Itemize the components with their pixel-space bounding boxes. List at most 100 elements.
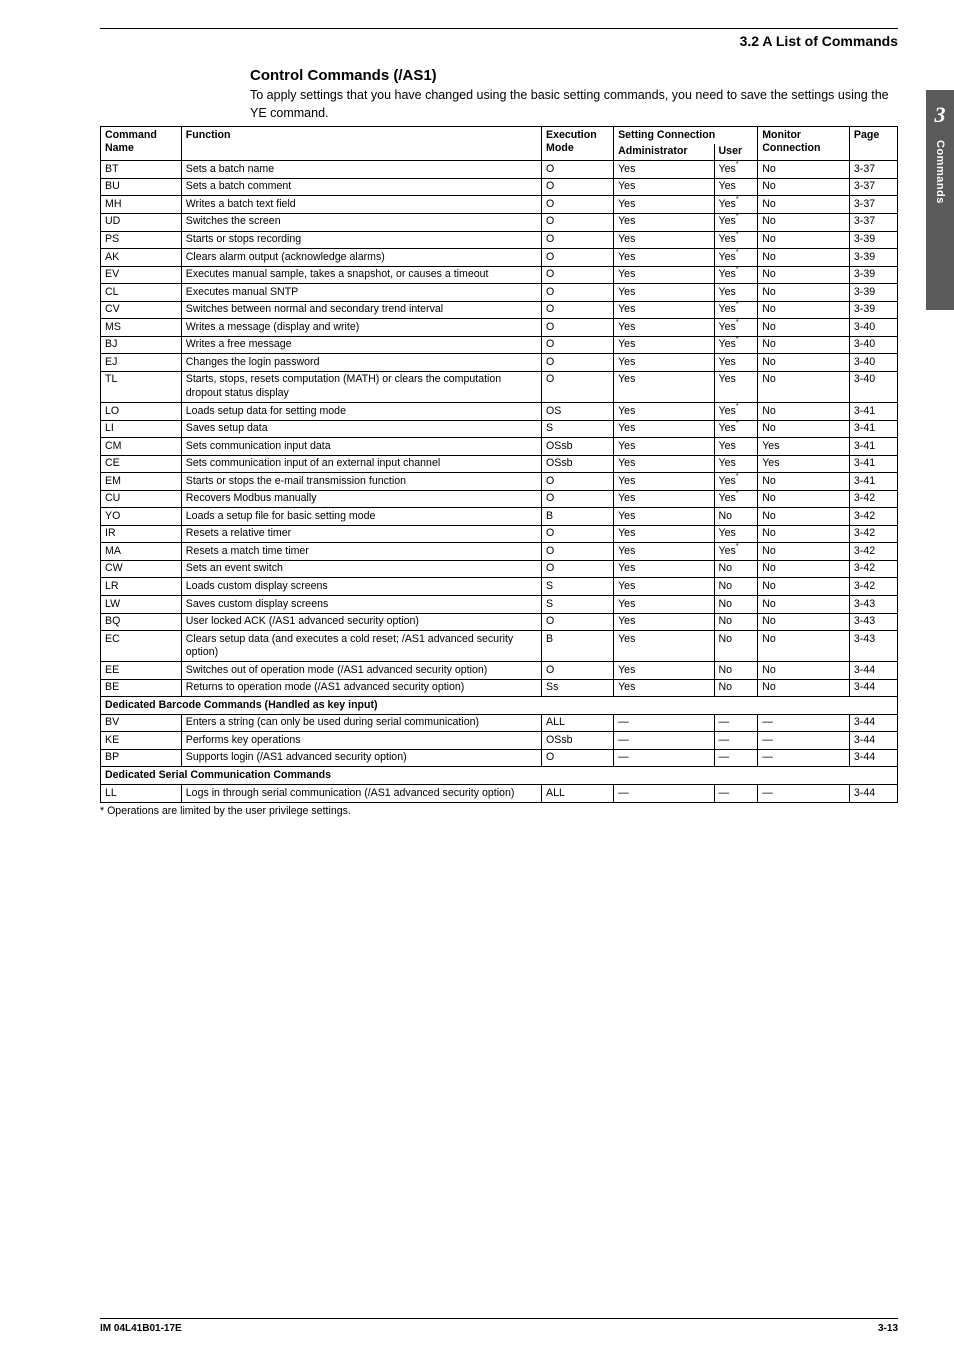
table-row: MSWrites a message (display and write)OY… [101, 319, 898, 337]
table-cell: 3-42 [849, 508, 897, 526]
table-cell: Loads setup data for setting mode [181, 403, 541, 421]
table-cell: No [758, 231, 850, 249]
table-cell: Writes a batch text field [181, 196, 541, 214]
table-cell: Yes [614, 403, 714, 421]
table-cell: ALL [542, 785, 614, 803]
table-cell: LW [101, 596, 182, 614]
th-function: Function [181, 127, 541, 161]
table-cell: O [542, 336, 614, 354]
table-cell: Sets communication input data [181, 438, 541, 456]
intro-text: To apply settings that you have changed … [250, 86, 898, 122]
table-cell: Ss [542, 679, 614, 697]
table-cell: Yes [614, 508, 714, 526]
table-cell: Supports login (/AS1 advanced security o… [181, 749, 541, 767]
th-exec-mode: Execution Mode [542, 127, 614, 161]
table-cell: 3-41 [849, 455, 897, 473]
table-cell: UD [101, 213, 182, 231]
table-cell: 3-44 [849, 785, 897, 803]
table-cell: Yes [614, 301, 714, 319]
table-cell: No [758, 266, 850, 284]
table-cell: BP [101, 749, 182, 767]
table-cell: EC [101, 631, 182, 662]
table-row: MHWrites a batch text fieldOYesYes*No3-3… [101, 196, 898, 214]
table-cell: MH [101, 196, 182, 214]
table-cell: O [542, 371, 614, 402]
table-cell: 3-43 [849, 613, 897, 631]
table-cell: Writes a message (display and write) [181, 319, 541, 337]
table-row: ECClears setup data (and executes a cold… [101, 631, 898, 662]
table-row: EVExecutes manual sample, takes a snapsh… [101, 266, 898, 284]
table-cell: O [542, 543, 614, 561]
table-row: BEReturns to operation mode (/AS1 advanc… [101, 679, 898, 697]
table-cell: No [758, 249, 850, 267]
table-cell: Yes [714, 455, 758, 473]
table-cell: Recovers Modbus manually [181, 490, 541, 508]
table-cell: 3-39 [849, 231, 897, 249]
table-cell: Executes manual sample, takes a snapshot… [181, 266, 541, 284]
table-cell: No [758, 301, 850, 319]
table-cell: Starts or stops recording [181, 231, 541, 249]
table-cell: 3-42 [849, 490, 897, 508]
table-cell: Saves custom display screens [181, 596, 541, 614]
table-cell: No [758, 662, 850, 680]
table-cell: No [758, 578, 850, 596]
table-cell: Yes* [714, 196, 758, 214]
table-cell: Yes [714, 354, 758, 372]
table-cell: Yes* [714, 403, 758, 421]
table-cell: Yes* [714, 420, 758, 438]
table-cell: S [542, 596, 614, 614]
table-cell: No [758, 613, 850, 631]
footnote: * Operations are limited by the user pri… [100, 805, 898, 817]
table-row: BPSupports login (/AS1 advanced security… [101, 749, 898, 767]
table-cell: No [758, 596, 850, 614]
table-cell: No [714, 578, 758, 596]
table-cell: 3-44 [849, 714, 897, 732]
table-cell: PS [101, 231, 182, 249]
table-cell: OS [542, 403, 614, 421]
table-cell: 3-43 [849, 631, 897, 662]
table-cell: O [542, 161, 614, 179]
table-cell: Yes [614, 455, 714, 473]
table-cell: O [542, 249, 614, 267]
table-row: CLExecutes manual SNTPOYesYesNo3-39 [101, 284, 898, 302]
table-cell: 3-37 [849, 161, 897, 179]
table-cell: S [542, 578, 614, 596]
table-cell: Yes* [714, 213, 758, 231]
table-cell: Yes [614, 371, 714, 402]
table-cell: Yes [614, 473, 714, 491]
footer-doc-id: IM 04L41B01-17E [100, 1323, 182, 1334]
table-row: EJChanges the login passwordOYesYesNo3-4… [101, 354, 898, 372]
table-cell: No [758, 284, 850, 302]
table-cell: B [542, 631, 614, 662]
table-cell: No [758, 679, 850, 697]
table-cell: No [758, 336, 850, 354]
table-cell: O [542, 284, 614, 302]
table-cell: CV [101, 301, 182, 319]
table-cell: No [758, 371, 850, 402]
table-cell: Yes* [714, 490, 758, 508]
chapter-number: 3 [926, 90, 954, 128]
th-administrator: Administrator [614, 144, 714, 161]
table-cell: OSsb [542, 732, 614, 750]
table-cell: Switches out of operation mode (/AS1 adv… [181, 662, 541, 680]
table-row: AKClears alarm output (acknowledge alarm… [101, 249, 898, 267]
table-cell: BE [101, 679, 182, 697]
table-cell: — [714, 732, 758, 750]
table-cell: No [714, 662, 758, 680]
th-monitor-connection: Monitor Connection [758, 127, 850, 161]
th-user: User [714, 144, 758, 161]
table-cell: 3-44 [849, 732, 897, 750]
table-cell: Starts or stops the e-mail transmission … [181, 473, 541, 491]
table-cell: O [542, 613, 614, 631]
table-cell: 3-39 [849, 266, 897, 284]
table-cell: Yes [758, 438, 850, 456]
table-cell: — [758, 785, 850, 803]
table-cell: 3-43 [849, 596, 897, 614]
table-cell: No [758, 196, 850, 214]
table-cell: EM [101, 473, 182, 491]
table-cell: CL [101, 284, 182, 302]
table-cell: CM [101, 438, 182, 456]
table-cell: Yes [614, 490, 714, 508]
table-cell: — [714, 714, 758, 732]
table-cell: O [542, 354, 614, 372]
